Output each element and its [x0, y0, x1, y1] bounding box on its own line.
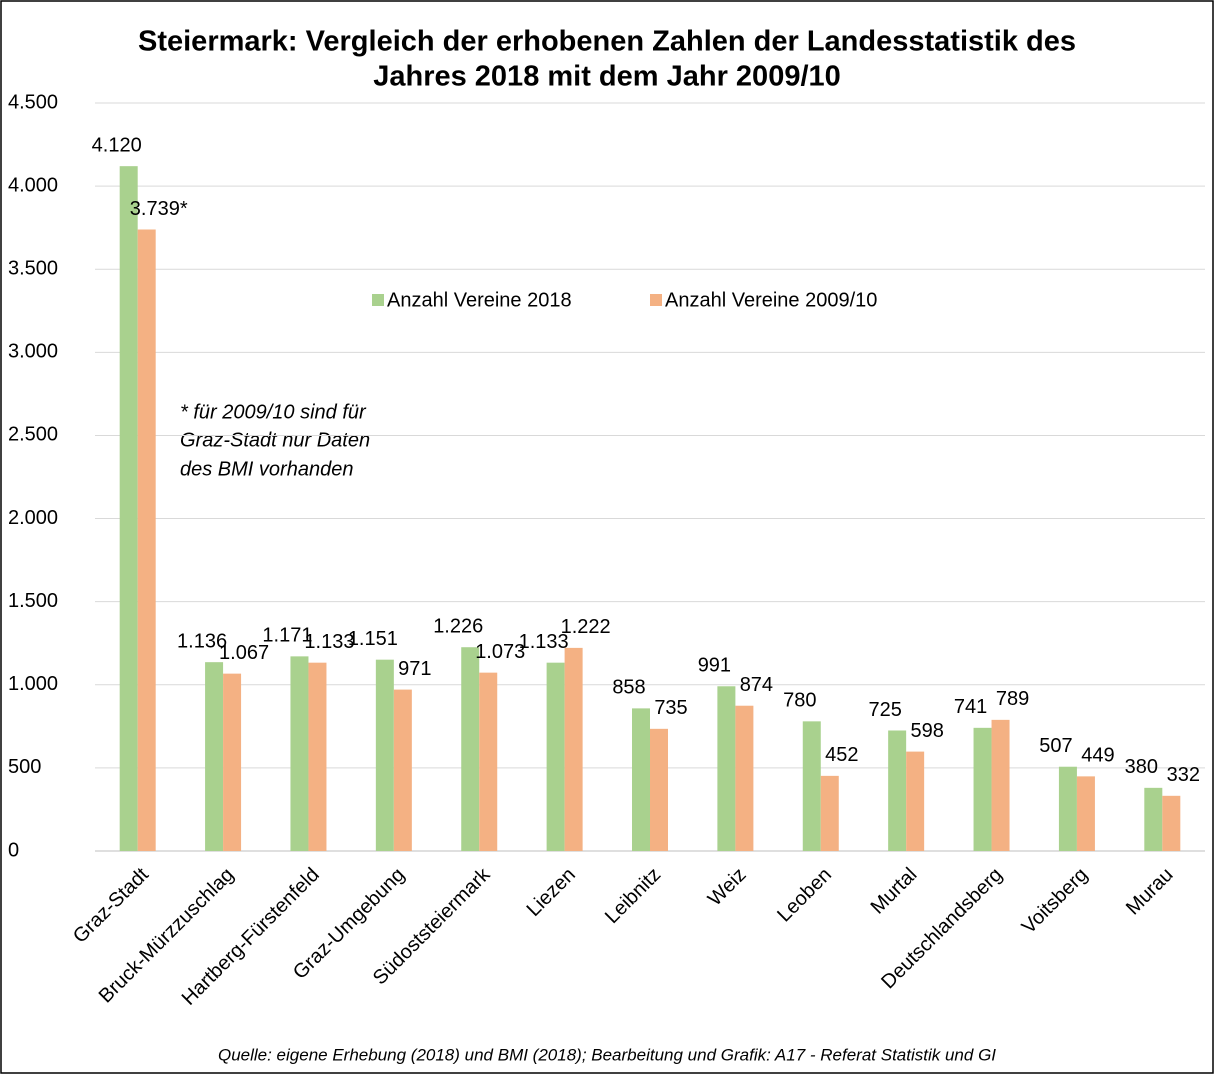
value-label: 1.226: [433, 615, 483, 637]
bar: [393, 689, 412, 851]
annotation: des BMI vorhanden: [180, 458, 353, 480]
value-label: 598: [910, 720, 943, 742]
annotation: Graz-Stadt nur Daten: [180, 429, 370, 451]
bar: [546, 662, 565, 851]
bar: [906, 751, 925, 851]
y-tick-label: 2.000: [8, 507, 58, 529]
value-label: 452: [825, 744, 858, 766]
bar: [479, 672, 498, 851]
legend-label: Anzahl Vereine 2018: [387, 289, 572, 311]
y-tick-label: 0: [8, 839, 19, 861]
bar: [205, 662, 224, 851]
bar: [290, 656, 309, 851]
bar: [1076, 776, 1095, 851]
bar: [137, 229, 156, 851]
bar: [888, 730, 907, 851]
bar: [308, 662, 327, 851]
value-label: 1.171: [262, 625, 312, 647]
y-tick-label: 4.500: [8, 91, 58, 113]
legend-swatch: [650, 294, 662, 306]
bar: [632, 708, 650, 851]
bar: [820, 775, 839, 851]
bar: [1162, 795, 1181, 851]
bar: [564, 647, 583, 851]
bar: [717, 686, 736, 851]
y-tick-label: 4.000: [8, 174, 58, 196]
value-label: 1.222: [561, 616, 611, 638]
y-tick-label: 3.500: [8, 258, 58, 280]
value-label: 4.120: [92, 134, 142, 156]
bar: [650, 728, 668, 851]
value-label: 780: [783, 690, 816, 712]
bar: [1144, 787, 1163, 851]
source: Quelle: eigene Erhebung (2018) und BMI (…: [218, 1045, 996, 1064]
value-label: 735: [654, 697, 687, 719]
value-label: 1.136: [177, 630, 227, 652]
bar: [461, 647, 480, 851]
y-tick-label: 500: [8, 756, 41, 778]
bar: [375, 659, 394, 851]
value-label: 380: [1125, 756, 1158, 778]
value-label: 1.151: [348, 628, 398, 650]
value-label: 507: [1039, 735, 1072, 757]
bar: [223, 673, 242, 851]
value-label: 971: [398, 658, 431, 680]
legend-swatch: [372, 294, 384, 306]
bar: [991, 719, 1010, 851]
value-label: 874: [740, 674, 773, 696]
legend-label: Anzahl Vereine 2009/10: [665, 289, 877, 311]
value-label: 3.739*: [130, 198, 188, 220]
value-label: 991: [698, 655, 731, 677]
y-tick-label: 2.500: [8, 424, 58, 446]
chart-title: Jahres 2018 mit dem Jahr 2009/10: [373, 61, 841, 93]
value-label: 725: [868, 699, 901, 721]
value-label: 858: [612, 677, 645, 699]
bar: [735, 705, 754, 851]
value-label: 1.133: [304, 631, 354, 653]
bar: [973, 727, 992, 851]
annotation: * für 2009/10 sind für: [180, 401, 367, 423]
value-label: 449: [1081, 745, 1114, 767]
bar: [119, 166, 138, 852]
y-tick-label: 1.500: [8, 590, 58, 612]
y-tick-label: 3.000: [8, 341, 58, 363]
value-label: 332: [1167, 764, 1200, 786]
value-label: 789: [996, 688, 1029, 710]
chart-title: Steiermark: Vergleich der erhobenen Zahl…: [138, 26, 1076, 58]
value-label: 1.133: [519, 631, 569, 653]
value-label: 1.067: [219, 642, 269, 664]
bar: [802, 721, 821, 851]
value-label: 1.073: [475, 641, 525, 663]
bar: [1058, 766, 1077, 851]
y-tick-label: 1.000: [8, 673, 58, 695]
value-label: 741: [954, 696, 987, 718]
